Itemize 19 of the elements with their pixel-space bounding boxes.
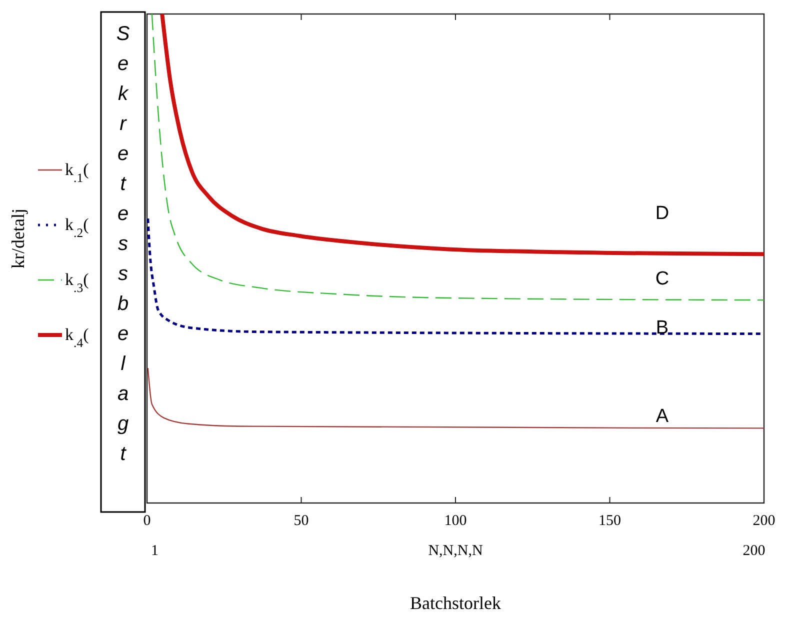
annotation: C	[655, 268, 670, 290]
text: N,N,N,N	[428, 543, 483, 559]
text: kr/detalj	[8, 208, 28, 268]
text: 1	[151, 543, 158, 559]
x-tick-label: 0	[143, 513, 151, 529]
x-tick-label: 50	[294, 513, 309, 529]
text: 200	[742, 543, 766, 559]
annotation: B	[656, 317, 669, 338]
text: Sekretessbelagt	[116, 23, 130, 465]
annotation: A	[656, 406, 669, 427]
x-tick-label: 100	[444, 513, 467, 529]
annotation: D	[655, 203, 670, 224]
x-tick-label: 150	[598, 513, 621, 529]
legend-label: k$_{.3}$(	[65, 270, 90, 295]
legend-label: k$_{.2}$(	[65, 215, 90, 240]
x-tick-label: 200	[752, 513, 776, 529]
x-axis-title: Batchstorlek	[410, 593, 501, 613]
legend-label: k$_{.1}$(	[65, 160, 90, 185]
legend-label: k$_{.4}$(	[65, 325, 90, 350]
